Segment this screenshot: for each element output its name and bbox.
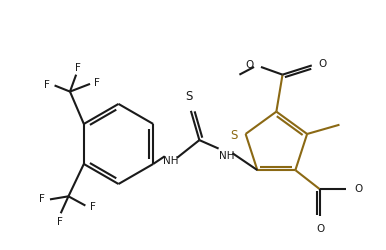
- Text: S: S: [186, 90, 193, 103]
- Text: NH: NH: [163, 156, 179, 166]
- Text: O: O: [319, 59, 327, 69]
- Text: O: O: [354, 184, 362, 194]
- Text: F: F: [94, 78, 100, 88]
- Text: F: F: [75, 63, 81, 73]
- Text: O: O: [316, 224, 324, 234]
- Text: F: F: [57, 217, 63, 227]
- Text: F: F: [90, 202, 96, 212]
- Text: O: O: [246, 60, 254, 70]
- Text: NH: NH: [218, 150, 234, 160]
- Text: F: F: [44, 80, 50, 90]
- Text: S: S: [230, 129, 238, 142]
- Text: F: F: [39, 194, 45, 204]
